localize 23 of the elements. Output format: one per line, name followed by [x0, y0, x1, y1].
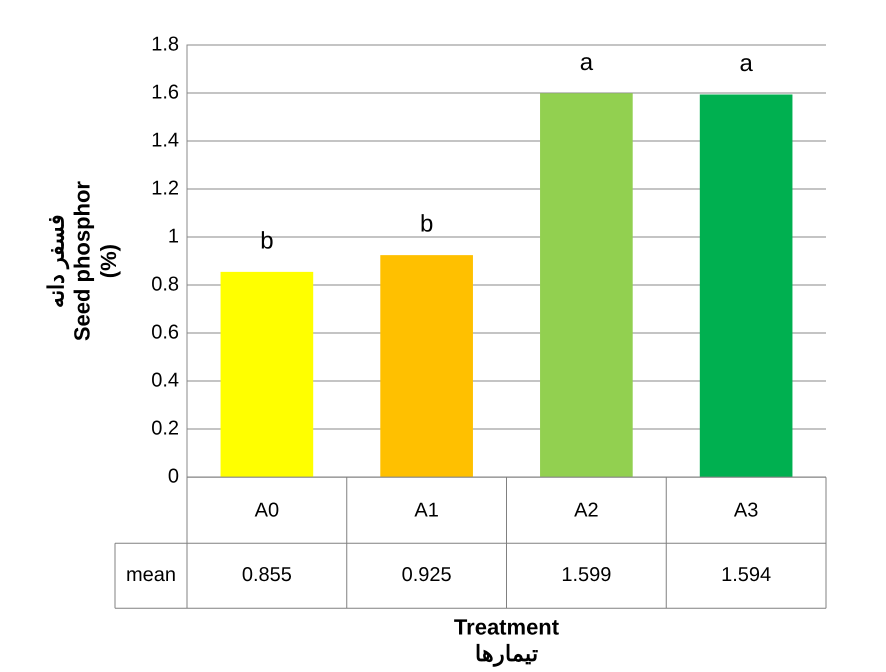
annotation: a	[580, 48, 594, 76]
x-tick-label: A0	[254, 500, 280, 522]
y-tick-label: 0.2	[151, 418, 180, 440]
data-label: 0.855	[242, 564, 292, 586]
annotation: b	[260, 228, 274, 255]
y-tick-label: 1.8	[151, 34, 180, 56]
x-tick-label: A1	[414, 500, 439, 522]
y-tick-label: 0.4	[151, 370, 180, 392]
y-tick-label: 0.8	[151, 274, 180, 296]
data-label: 0.925	[402, 564, 452, 586]
data-label: 1.594	[721, 564, 772, 586]
y-tick-label: 0	[168, 466, 180, 488]
text: mean	[126, 564, 176, 586]
y-tick-label: 0.6	[151, 322, 180, 344]
y-tick-label: 1.6	[151, 82, 180, 104]
x-tick-label: A2	[574, 500, 599, 522]
y-tick-label: 1.4	[151, 130, 180, 152]
annotation: a	[739, 50, 754, 78]
annotation: b	[420, 210, 434, 238]
y-tick-label: 1.2	[151, 178, 180, 200]
data-label: 1.599	[561, 564, 612, 586]
x-tick-label: A3	[734, 500, 758, 522]
y-tick-label: 1	[168, 226, 180, 248]
